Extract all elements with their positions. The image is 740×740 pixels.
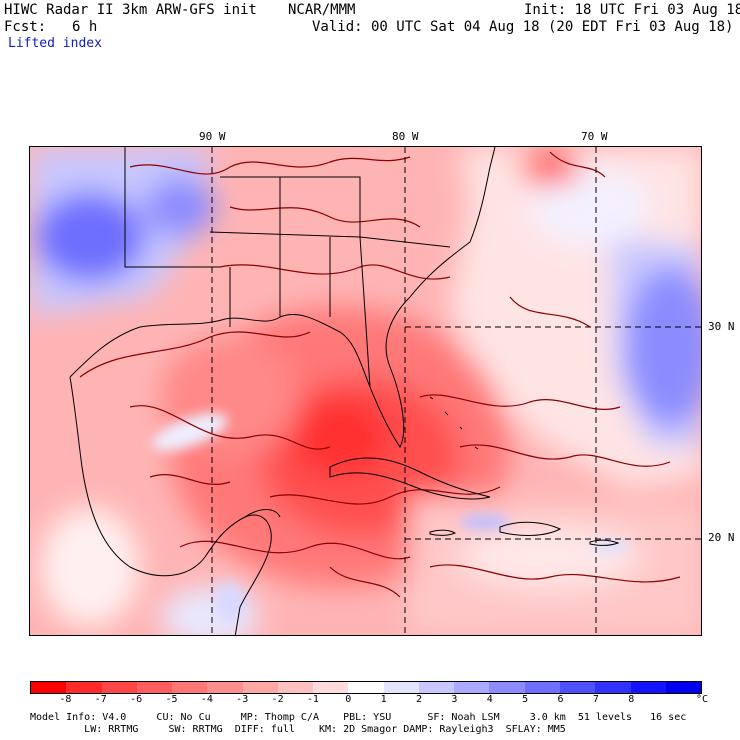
forecast-label: Fcst: [4, 19, 47, 35]
colorbar-tick-label: -6 [130, 694, 143, 705]
colorbar-swatch [136, 682, 173, 693]
colorbar-tick-label: -2 [271, 694, 284, 705]
lat-lon-grid [211, 147, 701, 635]
org-label: NCAR/MMM [288, 2, 356, 18]
colorbar-tick-label: 8 [628, 694, 635, 705]
lon-label-80w: 80 W [392, 130, 419, 143]
colorbar-swatch [489, 682, 525, 693]
colorbar [30, 681, 702, 694]
colorbar-tick-label: -3 [236, 694, 249, 705]
field-shading [30, 147, 701, 635]
colorbar-swatch [66, 682, 102, 693]
colorbar-swatch [242, 682, 278, 693]
colorbar-swatch [559, 682, 596, 693]
colorbar-tick-label: 1 [380, 694, 387, 705]
colorbar-swatch [383, 682, 419, 693]
model-title: HIWC Radar II 3km ARW-GFS init [4, 2, 257, 18]
colorbar-unit: °C [695, 694, 709, 705]
colorbar-tick-label: 7 [592, 694, 599, 705]
colorbar-swatch [277, 682, 314, 693]
colorbar-swatch [348, 682, 384, 693]
colorbar-tick-label: 2 [416, 694, 423, 705]
colorbar-swatch [630, 682, 666, 693]
colorbar-tick-label: -5 [165, 694, 178, 705]
colorbar-tick-label: 4 [486, 694, 493, 705]
colorbar-swatch [313, 682, 349, 693]
colorbar-swatch [454, 682, 490, 693]
colorbar-swatch [172, 682, 208, 693]
colorbar-tick-label: -1 [306, 694, 319, 705]
colorbar-swatch [595, 682, 631, 693]
lon-label-70w: 70 W [581, 130, 608, 143]
field-name: Lifted index [8, 36, 102, 51]
colorbar-tick-label: -4 [200, 694, 213, 705]
colorbar-tick-label: 5 [522, 694, 529, 705]
colorbar-swatch [418, 682, 455, 693]
colorbar-tick-label: -8 [59, 694, 72, 705]
model-info-line2: LW: RRTMG SW: RRTMG DIFF: full KM: 2D Sm… [30, 724, 566, 735]
colorbar-tick-label: -7 [94, 694, 107, 705]
lat-label-20n: 20 N [708, 531, 735, 544]
contour-lines [79, 151, 681, 598]
colorbar-tick-label: 3 [451, 694, 458, 705]
map-graphic [30, 147, 701, 635]
colorbar-tick-label: 0 [345, 694, 352, 705]
lon-label-90w: 90 W [199, 130, 226, 143]
init-time: Init: 18 UTC Fri 03 Aug 18 [524, 2, 740, 18]
colorbar-swatch [524, 682, 560, 693]
lat-label-30n: 30 N [708, 320, 735, 333]
model-info-line1: Model Info: V4.0 CU: No Cu MP: Thomp C/A… [30, 712, 687, 723]
colorbar-swatch [31, 682, 67, 693]
valid-time: Valid: 00 UTC Sat 04 Aug 18 (20 EDT Fri … [312, 19, 734, 35]
coastlines [69, 147, 620, 635]
forecast-hour: 6 h [72, 19, 98, 35]
colorbar-tick-label: 6 [557, 694, 564, 705]
colorbar-swatch [207, 682, 243, 693]
colorbar-swatch [101, 682, 137, 693]
colorbar-swatch [665, 682, 702, 693]
lifted-index-map [29, 146, 702, 636]
